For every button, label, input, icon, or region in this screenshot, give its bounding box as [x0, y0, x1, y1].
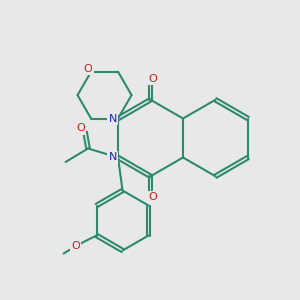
Text: N: N: [109, 152, 117, 163]
Text: O: O: [148, 74, 157, 84]
Text: N: N: [109, 113, 117, 124]
Text: O: O: [76, 123, 85, 134]
Text: O: O: [71, 241, 80, 251]
Text: O: O: [148, 192, 157, 202]
Text: O: O: [84, 64, 92, 74]
